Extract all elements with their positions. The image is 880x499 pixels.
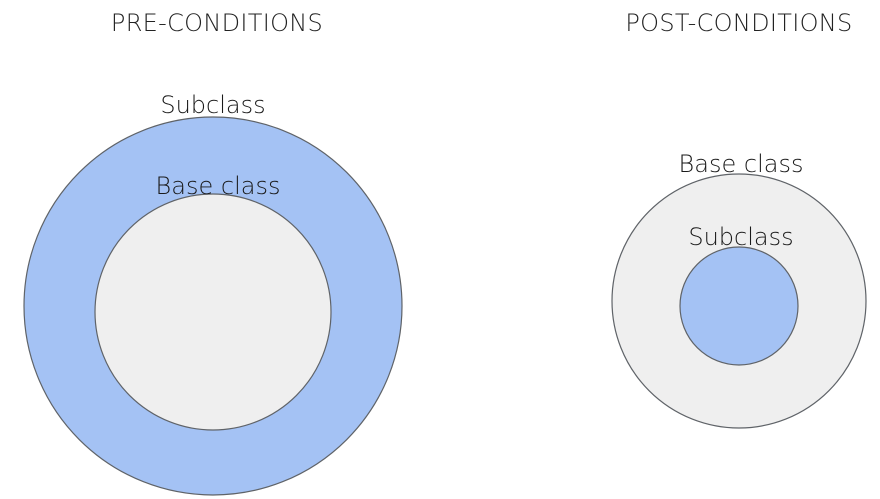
pre-base-class-circle <box>94 193 332 431</box>
post-subclass-circle <box>679 246 799 366</box>
post-base-class-label: Base class <box>679 150 804 178</box>
post-conditions-panel: POST-CONDITIONS Base class Subclass <box>611 9 867 429</box>
pre-conditions-heading: PRE-CONDITIONS <box>111 9 323 37</box>
pre-base-class-label: Base class <box>156 172 281 200</box>
post-subclass-label: Subclass <box>688 223 793 251</box>
pre-conditions-panel: PRE-CONDITIONS Subclass Base class <box>23 9 403 496</box>
post-conditions-heading: POST-CONDITIONS <box>625 9 852 37</box>
pre-subclass-label: Subclass <box>160 91 265 119</box>
